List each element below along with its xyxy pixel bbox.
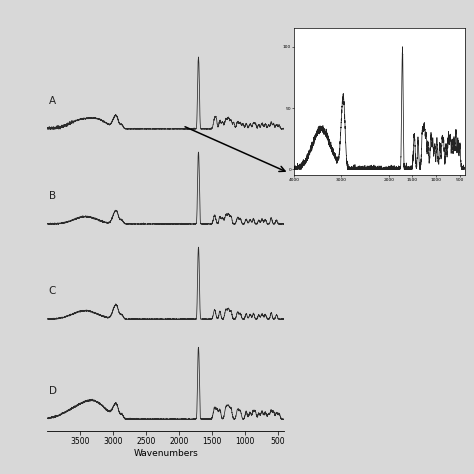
X-axis label: Wavenumbers: Wavenumbers: [134, 449, 198, 458]
Text: C: C: [49, 286, 56, 296]
Text: A: A: [49, 96, 56, 106]
Text: D: D: [49, 386, 57, 396]
Text: B: B: [49, 191, 56, 201]
